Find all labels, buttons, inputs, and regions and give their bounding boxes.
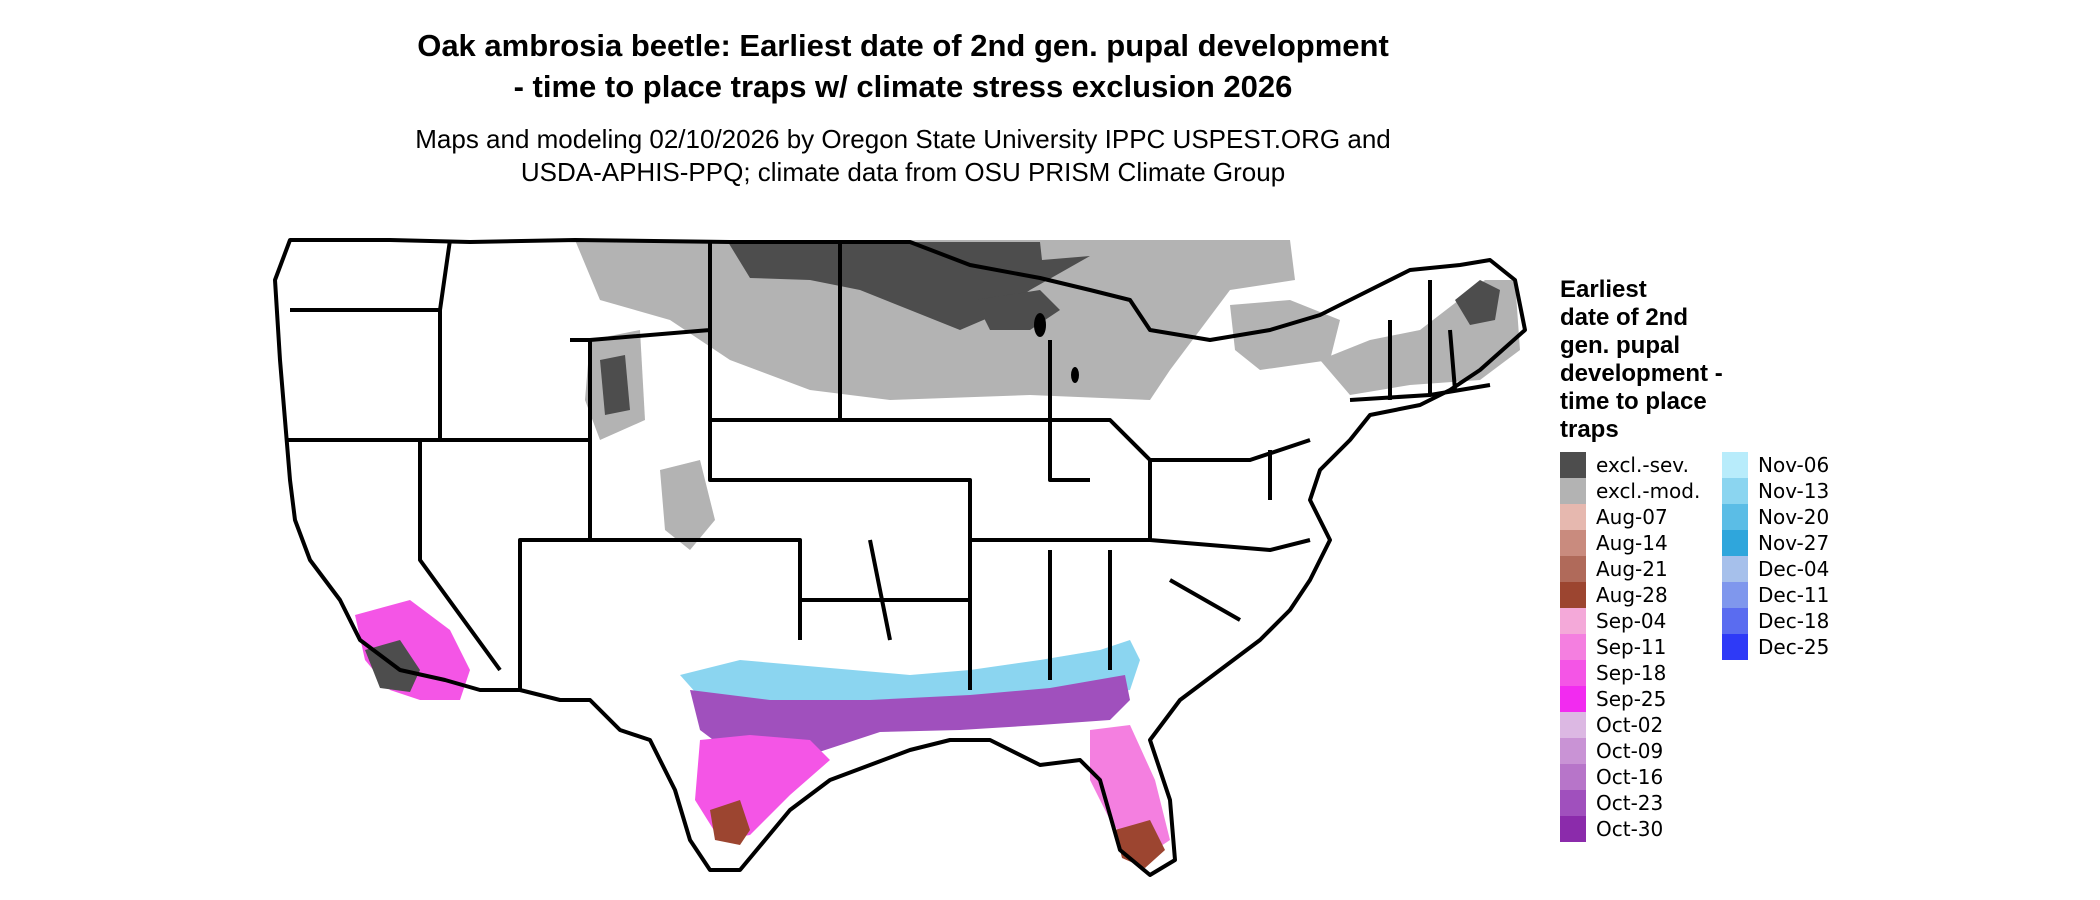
- border-northeast: [1349, 280, 1491, 402]
- legend-item: Aug-07: [1560, 504, 1668, 530]
- legend-item: Oct-09: [1560, 738, 1663, 764]
- map-subtitle-line2: USDA-APHIS-PPQ; climate data from OSU PR…: [520, 157, 1286, 187]
- border-plains: [708, 240, 1150, 641]
- legend-label: Dec-25: [1758, 635, 1830, 659]
- legend-title-line: traps: [1560, 416, 1619, 443]
- border-washington-oregon-idaho: [290, 239, 452, 440]
- legend-swatch: [1722, 478, 1748, 504]
- legend-label: Aug-07: [1596, 505, 1668, 529]
- legend-swatch: [1722, 582, 1748, 608]
- legend-swatch: [1560, 530, 1586, 556]
- border-east: [970, 340, 1311, 680]
- legend-label: Dec-04: [1758, 557, 1830, 581]
- legend-item: Nov-06: [1722, 452, 1829, 478]
- legend-item: Oct-30: [1560, 816, 1663, 842]
- legend-swatch: [1560, 582, 1586, 608]
- legend-label: Aug-28: [1596, 583, 1668, 607]
- legend-label: Oct-23: [1596, 791, 1664, 815]
- legend-title: Earliest date of 2nd gen. pupal developm…: [1560, 276, 1780, 444]
- legend-item: Sep-04: [1560, 608, 1666, 634]
- legend-item: Oct-02: [1560, 712, 1663, 738]
- legend-item: Oct-16: [1560, 764, 1663, 790]
- gulf-coast-development: [680, 640, 1170, 868]
- legend-item: Dec-18: [1722, 608, 1829, 634]
- excl-mod-colorado: [660, 460, 715, 550]
- legend-item: Nov-27: [1722, 530, 1829, 556]
- legend-title-line: gen. pupal: [1560, 332, 1680, 359]
- border-california-nevada: [285, 438, 590, 672]
- legend-label: Dec-11: [1758, 583, 1830, 607]
- legend-label: excl.-sev.: [1596, 453, 1689, 477]
- legend-swatch: [1560, 478, 1586, 504]
- legend-item: Sep-25: [1560, 686, 1666, 712]
- legend-item: Aug-14: [1560, 530, 1668, 556]
- legend-label: Nov-13: [1758, 479, 1830, 503]
- legend-swatch: [1560, 660, 1586, 686]
- legend-label: Oct-02: [1596, 713, 1664, 737]
- legend-swatch: [1560, 816, 1586, 842]
- exclusion-areas: [575, 240, 1520, 550]
- legend-swatch: [1560, 452, 1586, 478]
- legend-label: Aug-14: [1596, 531, 1668, 555]
- legend-item: Nov-20: [1722, 504, 1829, 530]
- legend-item: Dec-04: [1722, 556, 1829, 582]
- legend-swatch: [1560, 556, 1586, 582]
- lake-michigan-island: [1071, 367, 1079, 383]
- legend-label: Sep-25: [1596, 687, 1667, 711]
- legend-label: Oct-09: [1596, 739, 1664, 763]
- state-borders: [273, 238, 1527, 877]
- legend-swatch: [1560, 504, 1586, 530]
- legend-label: Aug-21: [1596, 557, 1668, 581]
- legend-label: Sep-04: [1596, 609, 1667, 633]
- legend-swatch: [1560, 686, 1586, 712]
- legend-item: Sep-11: [1560, 634, 1666, 660]
- lakes: [1034, 313, 1079, 383]
- legend-item: Aug-21: [1560, 556, 1668, 582]
- legend-swatch: [1560, 738, 1586, 764]
- legend-swatch: [1722, 608, 1748, 634]
- legend-title-line: time to place: [1560, 388, 1707, 415]
- legend-item: Oct-23: [1560, 790, 1663, 816]
- legend-swatch: [1722, 530, 1748, 556]
- border-mountain-west: [518, 240, 972, 690]
- legend-title-line: Earliest: [1560, 276, 1647, 303]
- map-subtitle-line1: Maps and modeling 02/10/2026 by Oregon S…: [415, 124, 1391, 154]
- us-map: [273, 238, 1527, 877]
- legend-title-line: date of 2nd: [1560, 304, 1689, 331]
- texas-brown: [710, 800, 750, 845]
- us-outline: [273, 238, 1527, 877]
- map-title-line2: - time to place traps w/ climate stress …: [513, 69, 1293, 104]
- legend-swatch: [1560, 634, 1586, 660]
- legend-title-line: development -: [1560, 360, 1723, 387]
- legend-swatch: [1722, 504, 1748, 530]
- legend-label: Sep-18: [1596, 661, 1667, 685]
- legend-swatch: [1722, 634, 1748, 660]
- legend-item: Aug-28: [1560, 582, 1668, 608]
- legend-label: Oct-16: [1596, 765, 1664, 789]
- legend-label: Nov-06: [1758, 453, 1830, 477]
- legend-swatch: [1560, 608, 1586, 634]
- legend-swatch: [1560, 712, 1586, 738]
- legend-item: Dec-25: [1722, 634, 1829, 660]
- excl-sev-maine: [1455, 280, 1500, 325]
- legend-item: Sep-18: [1560, 660, 1666, 686]
- legend-item: Nov-13: [1722, 478, 1829, 504]
- legend-swatch: [1722, 556, 1748, 582]
- map-title-line1: Oak ambrosia beetle: Earliest date of 2n…: [417, 28, 1389, 63]
- legend-item: Dec-11: [1722, 582, 1829, 608]
- gulf-purple-band: [690, 675, 1130, 760]
- legend-label: Sep-11: [1596, 635, 1667, 659]
- legend-label: Nov-27: [1758, 531, 1830, 555]
- excl-sev-wyoming: [600, 355, 630, 415]
- legend-swatch: [1560, 790, 1586, 816]
- legend-item: excl.-sev.: [1560, 452, 1689, 478]
- legend-swatch: [1722, 452, 1748, 478]
- legend-swatch: [1560, 764, 1586, 790]
- legend-label: Dec-18: [1758, 609, 1830, 633]
- legend-item: excl.-mod.: [1560, 478, 1700, 504]
- legend-label: Oct-30: [1596, 817, 1664, 841]
- legend-label: excl.-mod.: [1596, 479, 1701, 503]
- lake-superior-island: [1034, 313, 1046, 337]
- legend-label: Nov-20: [1758, 505, 1830, 529]
